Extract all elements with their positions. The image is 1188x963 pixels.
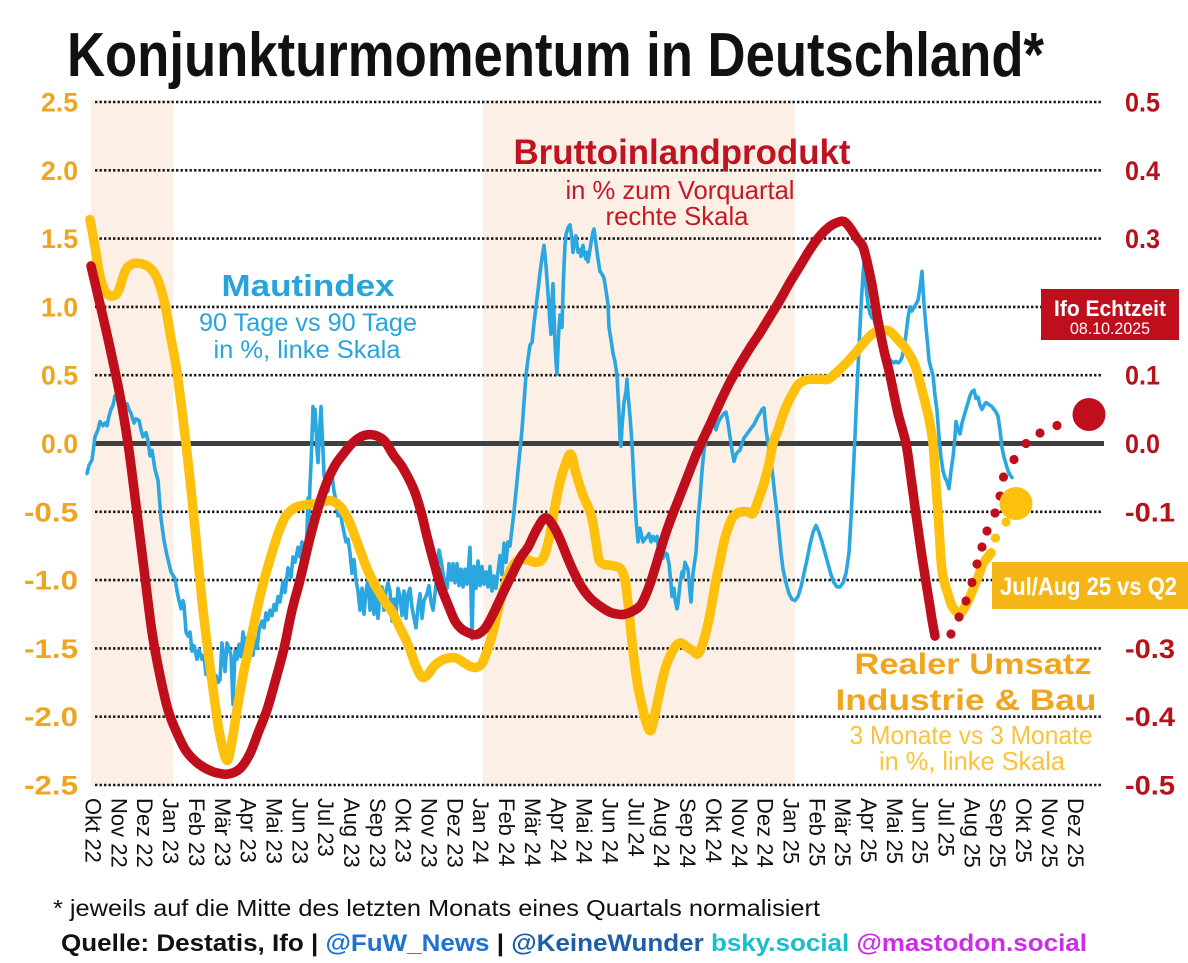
svg-text:2.0: 2.0 [41,156,78,186]
svg-text:Apr 25: Apr 25 [856,798,881,863]
svg-text:-2.0: -2.0 [24,702,78,732]
svg-text:Nov 25: Nov 25 [1037,798,1062,868]
svg-text:90 Tage vs 90 Tage: 90 Tage vs 90 Tage [199,309,417,337]
svg-text:-0.1: -0.1 [1125,497,1175,527]
svg-text:in %, linke Skala: in %, linke Skala [214,336,401,364]
svg-text:Quelle: Destatis, Ifo | @FuW_N: Quelle: Destatis, Ifo | @FuW_News | @Kei… [61,930,1087,957]
svg-text:Feb 23: Feb 23 [184,798,209,867]
svg-text:Okt 22: Okt 22 [81,798,106,863]
svg-text:-2.5: -2.5 [24,771,78,801]
svg-text:08.10.2025: 08.10.2025 [1070,319,1150,338]
svg-text:Jul/Aug 25 vs Q2: Jul/Aug 25 vs Q2 [1000,573,1177,601]
svg-text:Nov 22: Nov 22 [106,798,131,868]
svg-text:0.0: 0.0 [41,429,78,459]
svg-text:Jan 25: Jan 25 [779,798,804,864]
svg-text:Jul 24: Jul 24 [623,798,648,857]
svg-text:Apr 24: Apr 24 [546,798,571,863]
svg-text:1.0: 1.0 [41,292,78,322]
svg-text:Jan 24: Jan 24 [468,798,493,864]
svg-text:Apr 23: Apr 23 [236,798,261,863]
svg-text:0.5: 0.5 [41,361,78,391]
svg-text:0.3: 0.3 [1125,224,1160,254]
svg-text:Mär 23: Mär 23 [210,798,235,866]
svg-text:Jun 24: Jun 24 [598,798,623,864]
svg-text:Dez 24: Dez 24 [753,798,778,868]
svg-text:Dez 22: Dez 22 [132,798,157,868]
svg-text:Sep 23: Sep 23 [365,798,390,868]
svg-text:1.5: 1.5 [41,224,78,254]
svg-text:Industrie & Bau: Industrie & Bau [836,684,1097,717]
svg-text:* jeweils auf die Mitte des le: * jeweils auf die Mitte des letzten Mona… [53,895,821,921]
svg-text:Konjunkturmomentum in Deutschl: Konjunkturmomentum in Deutschland* [67,21,1045,90]
svg-text:-0.3: -0.3 [1125,634,1175,664]
svg-text:Ifo Echtzeit: Ifo Echtzeit [1054,296,1167,321]
svg-text:2.5: 2.5 [41,88,78,118]
svg-text:Mai 23: Mai 23 [262,798,287,864]
svg-text:Mautindex: Mautindex [222,268,396,303]
svg-text:Dez 23: Dez 23 [442,798,467,868]
svg-text:Jun 25: Jun 25 [908,798,933,864]
svg-text:Aug 23: Aug 23 [339,798,364,868]
svg-text:Feb 24: Feb 24 [494,798,519,867]
svg-text:Dez 25: Dez 25 [1063,798,1088,868]
svg-text:Bruttoinlandprodukt: Bruttoinlandprodukt [514,133,851,172]
svg-text:rechte Skala: rechte Skala [606,201,750,231]
svg-text:0.5: 0.5 [1125,88,1160,118]
svg-text:Mai 25: Mai 25 [882,798,907,864]
svg-text:in %, linke Skala: in %, linke Skala [879,746,1066,776]
svg-text:-1.5: -1.5 [24,634,78,664]
svg-text:Feb 25: Feb 25 [804,798,829,867]
svg-text:Aug 25: Aug 25 [959,798,984,868]
svg-text:-0.5: -0.5 [1125,771,1175,801]
svg-text:Aug 24: Aug 24 [649,798,674,868]
svg-text:Mai 24: Mai 24 [572,798,597,864]
svg-text:Okt 25: Okt 25 [1011,798,1036,863]
svg-text:Realer Umsatz: Realer Umsatz [855,648,1092,681]
svg-text:Nov 23: Nov 23 [417,798,442,868]
svg-text:Sep 25: Sep 25 [985,798,1010,868]
svg-text:-1.0: -1.0 [24,566,78,596]
svg-text:Sep 24: Sep 24 [675,798,700,868]
svg-text:0.0: 0.0 [1125,429,1160,459]
svg-text:0.1: 0.1 [1125,361,1160,391]
svg-text:Jul 25: Jul 25 [934,798,959,857]
svg-text:Mär 25: Mär 25 [830,798,855,866]
svg-text:Mär 24: Mär 24 [520,798,545,866]
svg-text:in % zum Vorquartal: in % zum Vorquartal [566,175,795,205]
svg-text:-0.4: -0.4 [1125,702,1175,732]
svg-text:Nov 24: Nov 24 [727,798,752,868]
svg-text:Okt 23: Okt 23 [391,798,416,863]
svg-text:-0.5: -0.5 [24,497,78,527]
svg-text:Jan 23: Jan 23 [158,798,183,864]
svg-text:0.4: 0.4 [1125,156,1160,186]
svg-text:Jun 23: Jun 23 [287,798,312,864]
svg-text:3 Monate vs 3 Monate: 3 Monate vs 3 Monate [850,720,1093,750]
svg-text:Okt 24: Okt 24 [701,798,726,863]
svg-text:Jul 23: Jul 23 [313,798,338,857]
